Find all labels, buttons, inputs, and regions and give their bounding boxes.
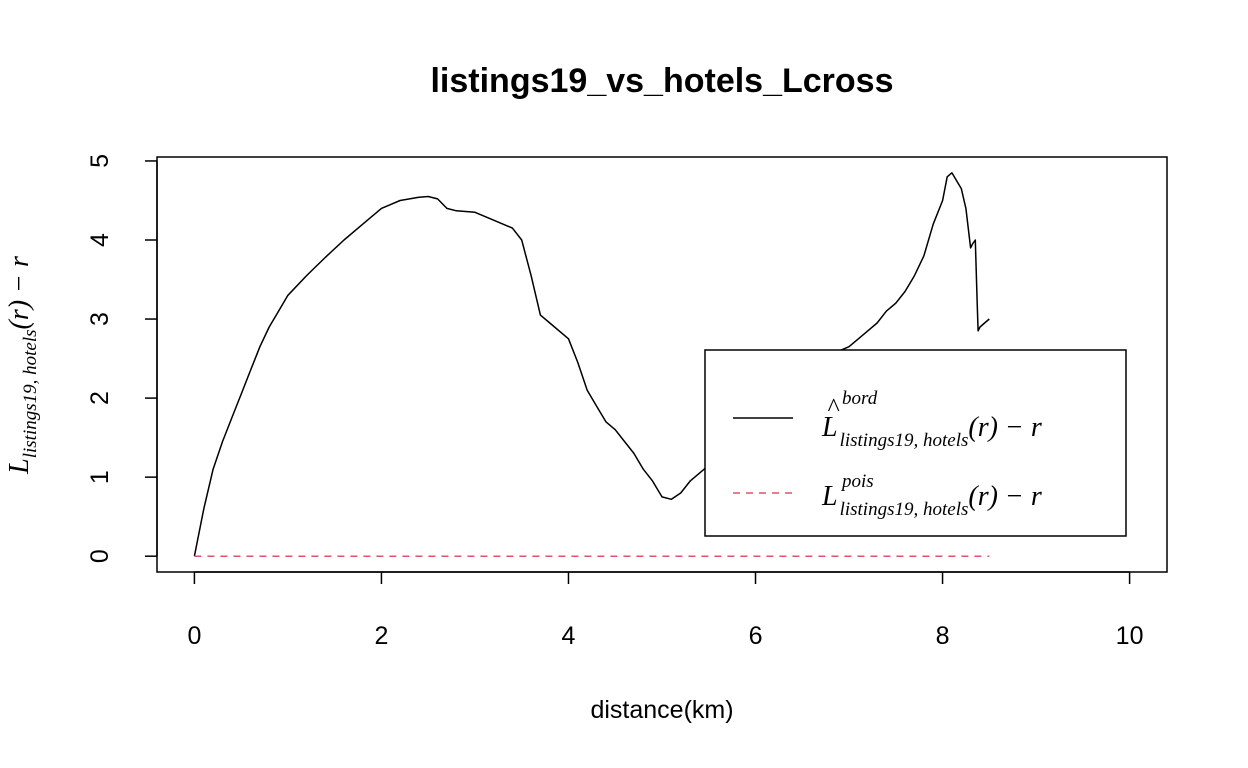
- y-label-tail: (r) − r: [4, 256, 35, 329]
- legend-hat-bord: ^: [827, 393, 840, 422]
- legend-main-pois: L: [821, 481, 838, 512]
- series-line-bord: [193, 172, 990, 557]
- legend-box: [704, 349, 1127, 537]
- x-tick-label: 10: [1116, 622, 1144, 650]
- legend-sub-pois: listings19, hotels: [840, 499, 969, 520]
- legend-sup-bord: bord: [842, 388, 878, 409]
- y-tick-label: 4: [86, 233, 114, 247]
- y-tick-label: 0: [86, 549, 114, 563]
- legend-tail-bord: (r) − r: [968, 412, 1041, 443]
- y-tick-label: 1: [86, 470, 114, 484]
- legend-sub-bord: listings19, hotels: [840, 430, 969, 451]
- legend-tail-pois: (r) − r: [968, 481, 1041, 512]
- y-tick-label: 2: [86, 391, 114, 405]
- y-tick-label: 3: [86, 312, 114, 326]
- chart-title: listings19_vs_hotels_Lcross: [430, 62, 893, 100]
- y-axis-label: Llistings19, hotels(r) − r: [4, 256, 41, 475]
- x-axis: 0 2 4 6 8 10: [187, 571, 1144, 650]
- y-axis: 0 1 2 3 4 5: [86, 154, 158, 563]
- y-tick-label: 5: [86, 154, 114, 168]
- svg-text:Llistings19, hotels(r) − r: Llistings19, hotels(r) − r: [4, 256, 41, 475]
- y-label-subscript: listings19, hotels: [20, 329, 41, 458]
- y-label-main: L: [4, 458, 35, 475]
- series-layer: [193, 172, 990, 557]
- x-tick-label: 8: [936, 622, 950, 650]
- legend-sup-pois: pois: [840, 471, 874, 492]
- legend-main-bord: L: [821, 412, 838, 443]
- x-tick-label: 2: [374, 622, 388, 650]
- x-tick-label: 4: [562, 622, 576, 650]
- x-axis-label: distance(km): [590, 696, 733, 724]
- x-tick-label: 6: [749, 622, 763, 650]
- x-tick-label: 0: [187, 622, 201, 650]
